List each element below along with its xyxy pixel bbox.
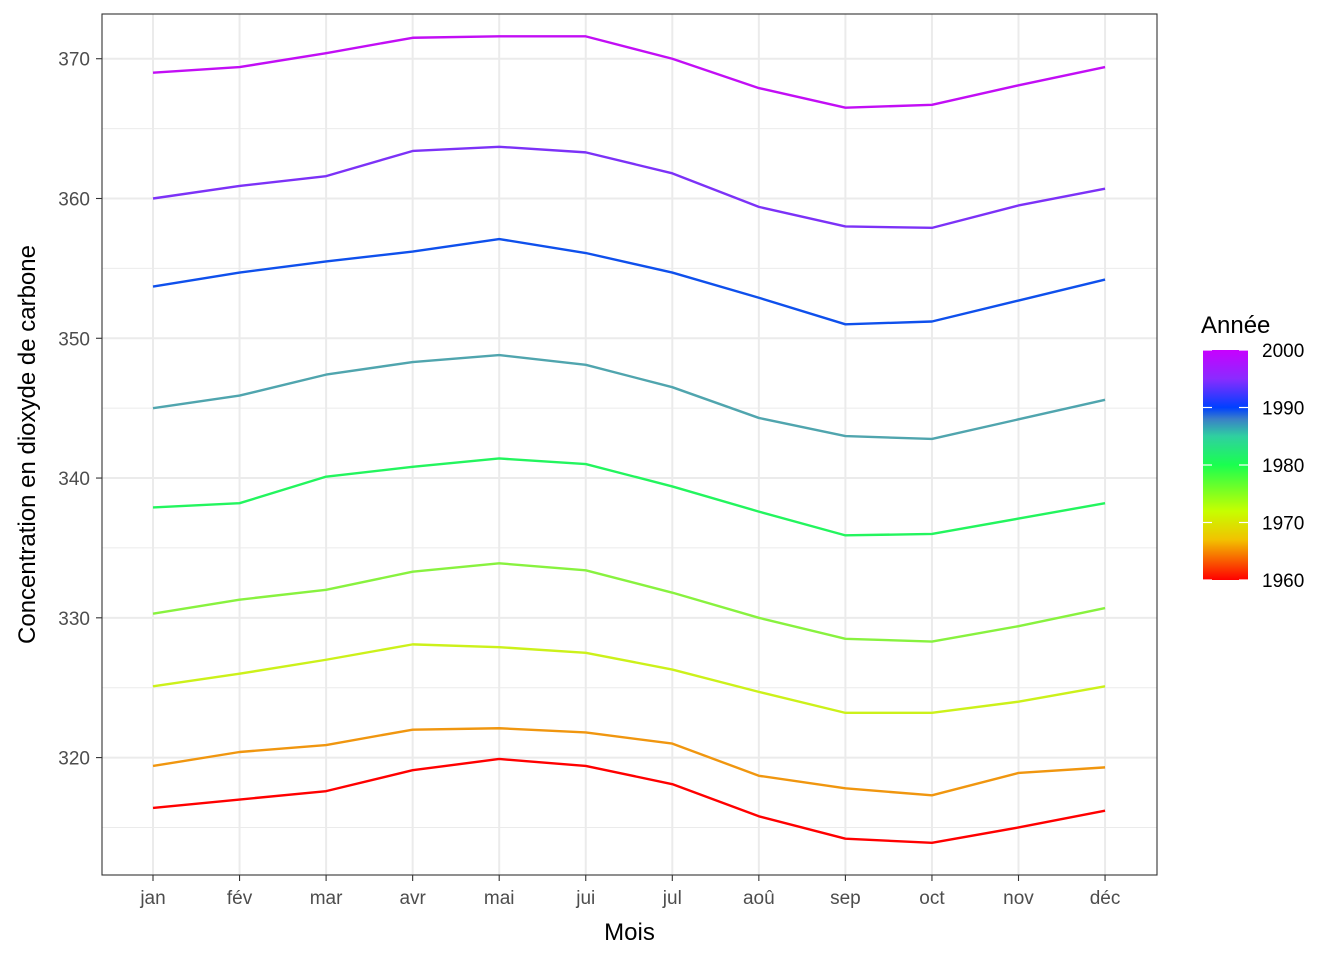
y-tick-label: 360 xyxy=(58,190,90,211)
legend: Année 1960 1970 1980 1990 2000 xyxy=(1201,312,1304,592)
x-tick-label: fév xyxy=(227,888,253,909)
x-tick-label: jul xyxy=(662,888,682,909)
legend-tick-label: 1980 xyxy=(1262,456,1304,477)
legend-tick-label: 1970 xyxy=(1262,514,1304,535)
x-tick-label: nov xyxy=(1003,888,1034,909)
x-tick-label: oct xyxy=(919,888,945,909)
x-tick-label: jui xyxy=(575,888,595,909)
grid xyxy=(102,14,1157,875)
x-tick-label: aoû xyxy=(743,888,775,909)
y-tick-label: 320 xyxy=(58,749,90,770)
legend-title: Année xyxy=(1201,312,1270,339)
series-line-1970 xyxy=(152,643,1106,715)
x-axis-title: Mois xyxy=(604,919,655,946)
y-tick-label: 370 xyxy=(58,50,90,71)
legend-tick-label: 1960 xyxy=(1262,571,1304,592)
series-line-2000 xyxy=(152,35,1106,109)
y-tick-label: 350 xyxy=(58,329,90,350)
series-line-1980 xyxy=(152,457,1106,537)
x-tick-label: mai xyxy=(484,888,515,909)
series-line-1960 xyxy=(152,757,1106,845)
x-tick-label: mar xyxy=(310,888,343,909)
axes: 320 330 340 350 360 370 jan fév mar avr mai jui jul a… xyxy=(58,50,1120,909)
series-line-1990 xyxy=(152,237,1106,326)
legend-tick-label: 2000 xyxy=(1262,341,1304,362)
x-tick-label: sep xyxy=(830,888,861,909)
y-tick-label: 340 xyxy=(58,469,90,490)
x-tick-label: jan xyxy=(139,888,165,909)
legend-tick-label: 1990 xyxy=(1262,399,1304,420)
series-line-1965 xyxy=(152,727,1106,797)
y-tick-label: 330 xyxy=(58,609,90,630)
series-line-1985 xyxy=(152,353,1106,441)
y-axis-title: Concentration en dioxyde de carbone xyxy=(14,245,41,644)
series-line-1995 xyxy=(152,145,1106,230)
plot-panel-border xyxy=(101,13,1158,876)
x-tick-label: avr xyxy=(399,888,426,909)
series-line-1975 xyxy=(152,562,1106,643)
series-lines xyxy=(152,35,1106,845)
x-tick-label: déc xyxy=(1090,888,1121,909)
